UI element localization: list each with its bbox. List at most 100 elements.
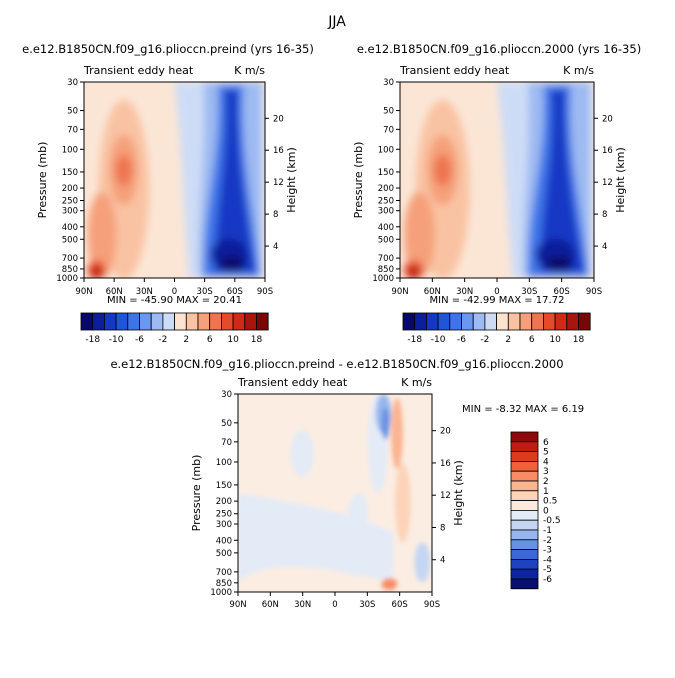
pressure-tick-label: 200 [62,184,78,194]
positive-lobe [87,99,150,278]
colorbar-swatch [531,312,544,331]
pressure-tick-label: 70 [67,125,78,135]
colorbar-swatch [543,312,556,331]
colorbar-swatch [256,312,269,331]
pressure-tick-label: 700 [378,254,394,264]
colorbar-label: -0.5 [543,516,561,526]
colorbar-swatch [185,312,199,331]
panel-preind: e.e12.B1850CN.f09_g16.plioccn.preind (yr… [22,42,314,306]
pressure-tick-label: 250 [378,197,394,207]
colorbar-swatch [115,312,129,331]
colorbar-swatch [232,312,246,331]
colorbar-label: 5 [543,448,549,458]
pressure-tick-label: 100 [378,145,394,155]
pressure-tick-label: 30 [221,390,232,400]
colorbar-swatch [510,509,539,521]
lat-tick-label: 30S [197,287,213,297]
height-tick-label: 8 [440,523,445,533]
height-tick-label: 20 [602,114,613,124]
panel-subtitle-left: Transient eddy heat [399,64,510,77]
colorbar-label: 6 [207,335,213,345]
colorbar-swatch [510,490,539,501]
pressure-tick-label: 1000 [372,274,394,284]
contour-field [400,82,594,278]
colorbar-swatch [150,312,164,331]
pressure-tick-label: 200 [216,497,232,507]
lat-tick-label: 30S [521,287,537,297]
height-tick-label: 12 [440,491,451,501]
colorbar-label: 2 [505,335,511,345]
height-tick-label: 20 [440,427,451,437]
colorbar-label: 1 [543,487,549,497]
colorbar-label: 3 [543,467,549,477]
neg-patch-7 [414,542,431,583]
neg-patch-5 [290,429,314,478]
pressure-tick-label: 100 [62,145,78,155]
negative-lobe [497,82,594,278]
colorbar-swatch [510,480,539,492]
pos-contour-3 [433,154,452,186]
colorbar-swatch [519,312,533,331]
colorbar-swatch [510,441,539,452]
colorbar-swatch [484,312,497,331]
neg-contour-6 [545,256,573,273]
colorbar-label: 6 [529,335,535,345]
colorbar-swatch [162,312,175,331]
colorbar-swatch [104,312,117,331]
colorbar-swatch [510,529,539,541]
colorbar-swatch [510,500,539,511]
pressure-tick-label: 850 [216,579,232,589]
pressure-tick-label: 400 [378,223,394,233]
neg-patch-4 [381,407,390,440]
pressure-tick-label: 100 [216,458,232,468]
colorbar-swatch [127,312,140,331]
contour-field [84,82,265,278]
lat-tick-label: 90S [257,287,273,297]
colorbar-swatch [510,460,539,472]
neg-contour-4 [214,89,256,273]
colorbar-swatch [437,312,451,331]
pressure-tick-label: 250 [216,510,232,520]
pressure-tick-label: 150 [62,168,78,178]
pressure-tick-label: 850 [378,265,394,275]
neg-patch-6 [348,493,368,533]
colorbar-swatch [510,559,539,570]
pressure-tick-label: 1000 [56,274,78,284]
colorbar-swatch [472,312,486,331]
colorbar-label: -18 [407,335,422,345]
pressure-tick-label: 500 [62,235,78,245]
colorbar-swatch [566,312,579,331]
lat-tick-label: 0 [172,287,177,297]
height-tick-label: 12 [602,178,613,188]
panel-title: e.e12.B1850CN.f09_g16.plioccn.preind (yr… [22,42,314,56]
neg-contour-4 [539,89,585,273]
panel-subtitle-right: K m/s [401,376,432,389]
colorbar-swatch [510,568,539,580]
panel-subtitle-right: K m/s [234,64,265,77]
colorbar-swatch [139,312,152,331]
colorbar-label: -6 [135,335,144,345]
panel-2000: e.e12.B1850CN.f09_g16.plioccn.2000 (yrs … [352,42,641,306]
colorbar-label: 0.5 [543,497,557,507]
panel-title: e.e12.B1850CN.f09_g16.plioccn.2000 (yrs … [357,42,641,56]
panel-subtitle-left: Transient eddy heat [83,64,194,77]
colorbar-swatch [510,431,539,443]
colorbar-label: -3 [543,546,552,556]
colorbar-swatch [414,312,427,331]
colorbar-preind: -18 -10 -6 -2 2 6 10 18 [80,312,269,345]
colorbar-label: -2 [480,335,489,345]
neg-contour-6 [219,256,246,273]
pos-contour-4 [403,191,435,278]
pressure-tick-label: 50 [221,419,232,429]
colorbar-swatch [510,470,539,482]
lat-tick-label: 60N [424,287,441,297]
colorbar-swatch [209,312,222,331]
difference-patches [238,394,431,591]
colorbar-swatch [402,312,416,331]
height-tick-label: 16 [602,146,613,156]
lat-tick-label: 0 [494,287,499,297]
pressure-tick-label: 500 [216,549,232,559]
colorbar-label: 18 [251,335,263,345]
